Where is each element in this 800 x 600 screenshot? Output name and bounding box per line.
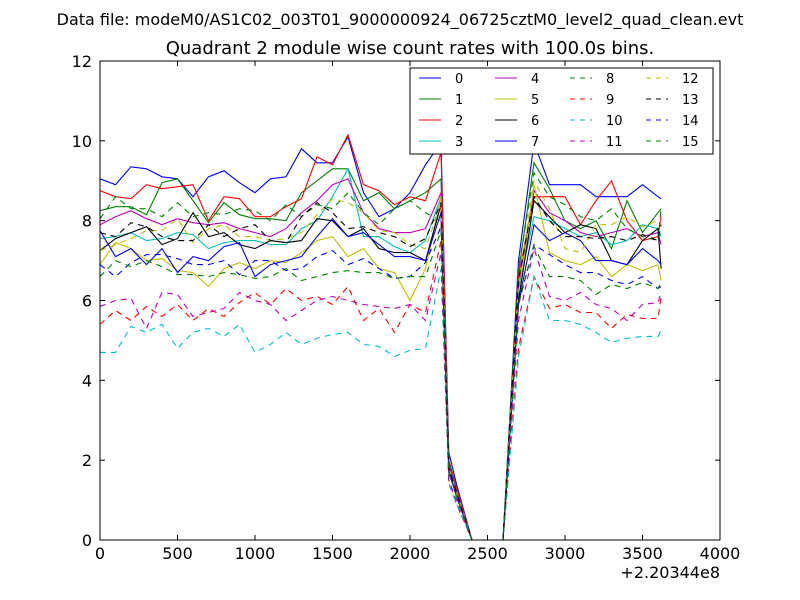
series-line-5 [100, 184, 662, 540]
legend-label-4: 4 [531, 72, 539, 87]
y-tick-label: 10 [72, 132, 92, 151]
series-line-9 [100, 240, 662, 540]
series-line-6 [100, 199, 662, 540]
legend-label-1: 1 [455, 93, 463, 108]
series-line-14 [100, 226, 662, 540]
series-line-10 [100, 268, 662, 540]
series-line-0 [100, 135, 662, 540]
series-line-13 [100, 195, 662, 540]
x-tick-label: 3500 [622, 544, 663, 563]
series-line-12 [100, 179, 662, 540]
x-offset-label: +2.20344e8 [620, 563, 720, 582]
x-tick-label: 3000 [545, 544, 586, 563]
y-tick-label: 4 [82, 371, 92, 390]
series-line-2 [100, 133, 662, 540]
y-tick-label: 6 [82, 292, 92, 311]
x-tick-label: 500 [162, 544, 193, 563]
y-tick-label: 8 [82, 212, 92, 231]
legend-box [409, 67, 714, 155]
x-tick-label: 1500 [312, 544, 353, 563]
legend-label-7: 7 [531, 135, 539, 150]
data-file-label: Data file: modeM0/AS1C02_003T01_90000009… [57, 10, 744, 30]
x-tick-label: 2000 [390, 544, 431, 563]
series-line-1 [100, 161, 662, 540]
y-tick-label: 12 [72, 52, 92, 71]
series-line-3 [100, 167, 662, 540]
axes: 0 500 1000 1500 2000 2500 3000 3500 400002468101… [72, 52, 741, 582]
series-line-11 [100, 246, 662, 540]
legend-label-10: 10 [606, 114, 623, 129]
x-tick-label: 2500 [467, 544, 508, 563]
legend-label-13: 13 [682, 93, 699, 108]
legend-label-15: 15 [682, 135, 699, 150]
series-line-7 [100, 212, 662, 540]
y-tick-label: 2 [82, 451, 92, 470]
legend-label-14: 14 [682, 114, 699, 129]
plot-lines [100, 133, 662, 540]
series-line-15 [100, 230, 662, 540]
legend-label-5: 5 [531, 93, 539, 108]
legend-label-3: 3 [455, 135, 463, 150]
legend-label-9: 9 [606, 93, 614, 108]
legend-label-0: 0 [455, 72, 463, 87]
chart-title: Quadrant 2 module wise count rates with … [166, 38, 655, 59]
x-tick-label: 0 [95, 544, 105, 563]
legend-label-2: 2 [455, 114, 463, 129]
legend-label-11: 11 [606, 135, 623, 150]
legend-label-6: 6 [531, 114, 539, 129]
x-tick-label: 1000 [235, 544, 276, 563]
x-tick-label: 4000 [700, 544, 741, 563]
y-tick-label: 0 [82, 531, 92, 550]
series-line-8 [100, 171, 662, 540]
legend-label-8: 8 [606, 72, 614, 87]
legend-label-12: 12 [682, 72, 699, 87]
